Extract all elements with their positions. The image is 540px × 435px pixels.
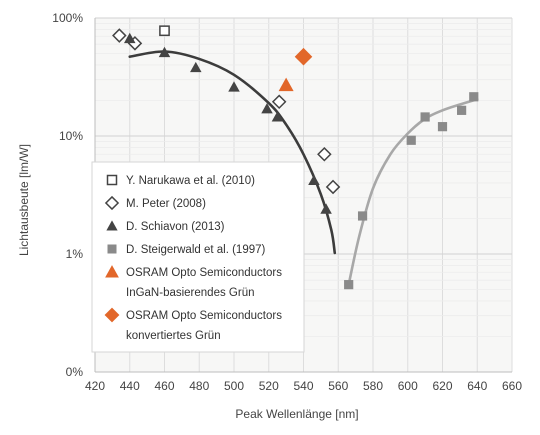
legend-label: D. Schiavon (2013) [126, 221, 225, 233]
data-point [159, 25, 170, 37]
legend: Y. Narukawa et al. (2010) M. Peter (2008)… [91, 161, 305, 353]
y-tick-label: 0% [66, 365, 84, 379]
legend-marker [104, 195, 120, 211]
data-point [344, 280, 354, 290]
data-point [469, 92, 479, 102]
trend-line [347, 97, 479, 286]
x-tick-label: 440 [120, 379, 140, 393]
x-tick-label: 620 [432, 379, 452, 393]
data-point [261, 103, 273, 114]
x-tick-label: 560 [328, 379, 348, 393]
x-tick-label: 580 [363, 379, 383, 393]
data-point [420, 112, 430, 122]
data-point [406, 135, 416, 145]
y-tick-label: 100% [52, 11, 83, 25]
legend-label-line2: konvertiertes Grün [126, 330, 221, 342]
legend-label: D. Steigerwald et al. (1997) [126, 244, 266, 256]
legend-marker [106, 220, 118, 231]
legend-label: Y. Narukawa et al. (2010) [126, 175, 255, 187]
legend-marker [107, 244, 117, 254]
x-axis-title: Peak Wellenlänge [nm] [235, 407, 358, 421]
data-point [112, 28, 127, 43]
x-tick-label: 500 [224, 379, 244, 393]
data-point [228, 81, 240, 92]
legend-marker [106, 174, 118, 186]
data-point [325, 179, 341, 195]
data-point [271, 111, 284, 122]
legend-label-line2: InGaN-basierendes Grün [126, 287, 254, 299]
data-point [294, 47, 313, 66]
data-point [190, 61, 202, 73]
legend-label: OSRAM Opto Semiconductors [126, 310, 282, 322]
legend-marker [104, 307, 120, 323]
data-point [271, 94, 287, 110]
x-tick-label: 480 [189, 379, 209, 393]
data-point [317, 147, 332, 162]
x-tick-label: 420 [85, 379, 105, 393]
x-tick-label: 540 [293, 379, 313, 393]
data-points [112, 25, 479, 290]
x-tick-label: 600 [398, 379, 418, 393]
data-point [320, 203, 332, 214]
data-point [124, 32, 136, 44]
data-point [437, 122, 448, 132]
data-point [308, 174, 320, 186]
y-tick-label: 10% [59, 129, 83, 143]
x-tick-label: 660 [502, 379, 522, 393]
legend-label: M. Peter (2008) [126, 198, 206, 210]
data-point [278, 77, 294, 92]
data-point [457, 105, 467, 115]
legend-box [91, 161, 305, 353]
tick-labels: 420 440 460 480 500 520 540 560 580 600 620 640 660 0… [52, 11, 522, 393]
data-point [158, 46, 171, 58]
x-tick-label: 520 [259, 379, 279, 393]
y-tick-label: 1% [66, 247, 84, 261]
data-point [357, 211, 368, 221]
x-tick-label: 640 [467, 379, 487, 393]
y-axis-title: Lichtausbeute [lm/W] [17, 144, 31, 256]
legend-marker [105, 265, 119, 278]
x-tick-label: 460 [154, 379, 174, 393]
legend-label: OSRAM Opto Semiconductors [126, 267, 282, 279]
